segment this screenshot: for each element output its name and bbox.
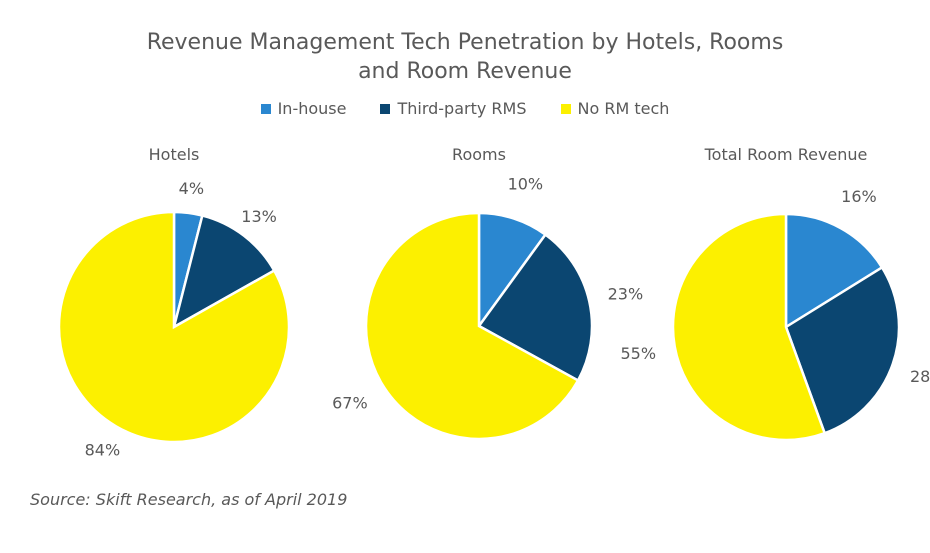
source-note: Source: Skift Research, as of April 2019 — [30, 490, 348, 509]
legend-label: No RM tech — [577, 99, 670, 118]
data-label: 13% — [241, 207, 277, 226]
legend-swatch — [260, 103, 271, 114]
title-line-1: Revenue Management Tech Penetration by H… — [146, 30, 784, 55]
pie-hotels: Hotels 4% 13% 84% — [57, 145, 291, 460]
legend-item-third-party: Third-party RMS — [380, 99, 527, 118]
legend-item-no-rm: No RM tech — [560, 99, 670, 118]
pie-title: Total Room Revenue — [704, 145, 868, 164]
pie-slice — [477, 232, 594, 383]
legend: In-house Third-party RMS No RM tech — [0, 99, 930, 118]
data-label: 55% — [620, 344, 656, 363]
legend-swatch — [560, 103, 571, 114]
pie-slice — [784, 265, 901, 435]
legend-label: Third-party RMS — [397, 99, 527, 118]
legend-label: In-house — [277, 99, 347, 118]
data-label: 28% — [910, 367, 930, 386]
legend-item-in-house: In-house — [260, 99, 347, 118]
pie-slice — [364, 211, 580, 441]
pie-slice — [172, 214, 276, 330]
pie-total-room-revenue: Total Room Revenue 16% 28% 55% — [620, 145, 930, 442]
pie-slice — [477, 211, 548, 330]
pie-slice — [784, 212, 884, 330]
data-label: 23% — [608, 284, 644, 303]
data-label: 67% — [332, 393, 368, 412]
data-label: 84% — [85, 441, 121, 460]
title-line-2: and Room Revenue — [358, 59, 572, 84]
pie-slice — [57, 210, 291, 444]
pie-title: Rooms — [452, 145, 506, 164]
legend-swatch — [380, 103, 391, 114]
pie-slice — [671, 212, 827, 442]
data-label: 10% — [508, 174, 544, 193]
data-label: 4% — [179, 179, 204, 198]
data-label: 16% — [841, 187, 877, 206]
pie-title: Hotels — [149, 145, 200, 164]
chart-title: Revenue Management Tech Penetration by H… — [0, 28, 930, 86]
